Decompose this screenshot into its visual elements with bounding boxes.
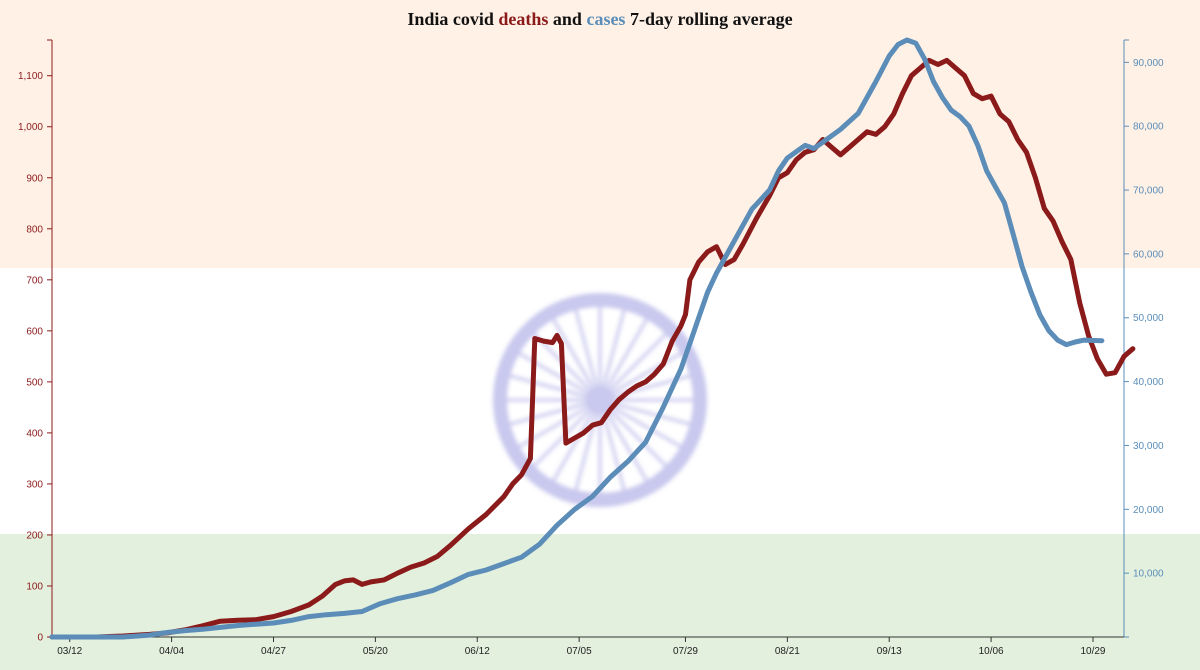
x-tick-label: 05/20 <box>363 646 388 657</box>
title-part-1: India covid <box>407 9 498 29</box>
deaths-series-line <box>49 57 1136 640</box>
left-y-tick-label: 1,100 <box>18 71 43 82</box>
chakra-spoke <box>551 399 602 483</box>
x-tick-label: 10/29 <box>1080 646 1105 657</box>
ashoka-chakra-watermark <box>493 293 707 507</box>
right-y-tick-label: 60,000 <box>1133 249 1164 260</box>
x-tick-label: 09/13 <box>877 646 902 657</box>
left-y-tick-label: 900 <box>26 173 43 184</box>
chakra-spoke <box>508 398 601 426</box>
chakra-spoke <box>574 399 602 492</box>
right-y-tick-label: 40,000 <box>1133 377 1164 388</box>
green-band <box>0 534 1200 670</box>
x-tick-label: 04/27 <box>261 646 286 657</box>
chakra-spoke <box>598 308 626 401</box>
left-y-tick-label: 400 <box>26 428 43 439</box>
left-y-tick-label: 100 <box>26 581 43 592</box>
x-tick-label: 03/12 <box>57 646 82 657</box>
left-y-tick-label: 200 <box>26 530 43 541</box>
title-part-3: 7-day rolling average <box>630 9 793 29</box>
axes: 0 100 200 300 400 500 600 700 800 900 1,000 1,100 10… <box>18 39 1164 657</box>
x-tick-label: 07/05 <box>567 646 592 657</box>
right-y-tick-label: 10,000 <box>1133 569 1164 580</box>
chakra-spoke <box>598 332 668 402</box>
left-y-tick-label: 1,000 <box>18 122 43 133</box>
left-y-tick-label: 500 <box>26 377 43 388</box>
title-part-2: and <box>553 9 587 29</box>
left-y-tick-label: 600 <box>26 326 43 337</box>
chakra-spoke <box>598 317 649 401</box>
right-y-tick-label: 90,000 <box>1133 58 1164 69</box>
title-deaths-word: deaths <box>498 9 548 29</box>
right-y-tick-label: 30,000 <box>1133 441 1164 452</box>
cases-series-line <box>49 37 1105 640</box>
x-tick-label: 10/06 <box>979 646 1004 657</box>
x-tick-label: 08/21 <box>775 646 800 657</box>
right-y-tick-label: 80,000 <box>1133 122 1164 133</box>
right-y-tick-label: 50,000 <box>1133 313 1164 324</box>
chakra-spoke <box>551 317 602 401</box>
right-y-tick-label: 20,000 <box>1133 505 1164 516</box>
right-y-tick-label: 70,000 <box>1133 186 1164 197</box>
chakra-spoke <box>574 308 602 401</box>
left-y-tick-label: 700 <box>26 275 43 286</box>
left-y-tick-label: 800 <box>26 224 43 235</box>
chakra-spoke <box>508 374 601 402</box>
series-layer <box>49 37 1136 640</box>
x-tick-label: 04/04 <box>159 646 184 657</box>
chart-title: India covid deaths and cases 7-day rolli… <box>407 9 792 29</box>
left-y-tick-label: 300 <box>26 479 43 490</box>
left-y-tick-label: 0 <box>37 633 43 644</box>
chakra-spoke <box>599 351 683 402</box>
title-cases-word: cases <box>586 9 625 29</box>
x-tick-label: 07/29 <box>673 646 698 657</box>
x-tick-label: 06/12 <box>465 646 490 657</box>
chakra-rim <box>493 293 707 507</box>
chakra-spoke <box>532 332 602 402</box>
saffron-band <box>0 0 1200 268</box>
